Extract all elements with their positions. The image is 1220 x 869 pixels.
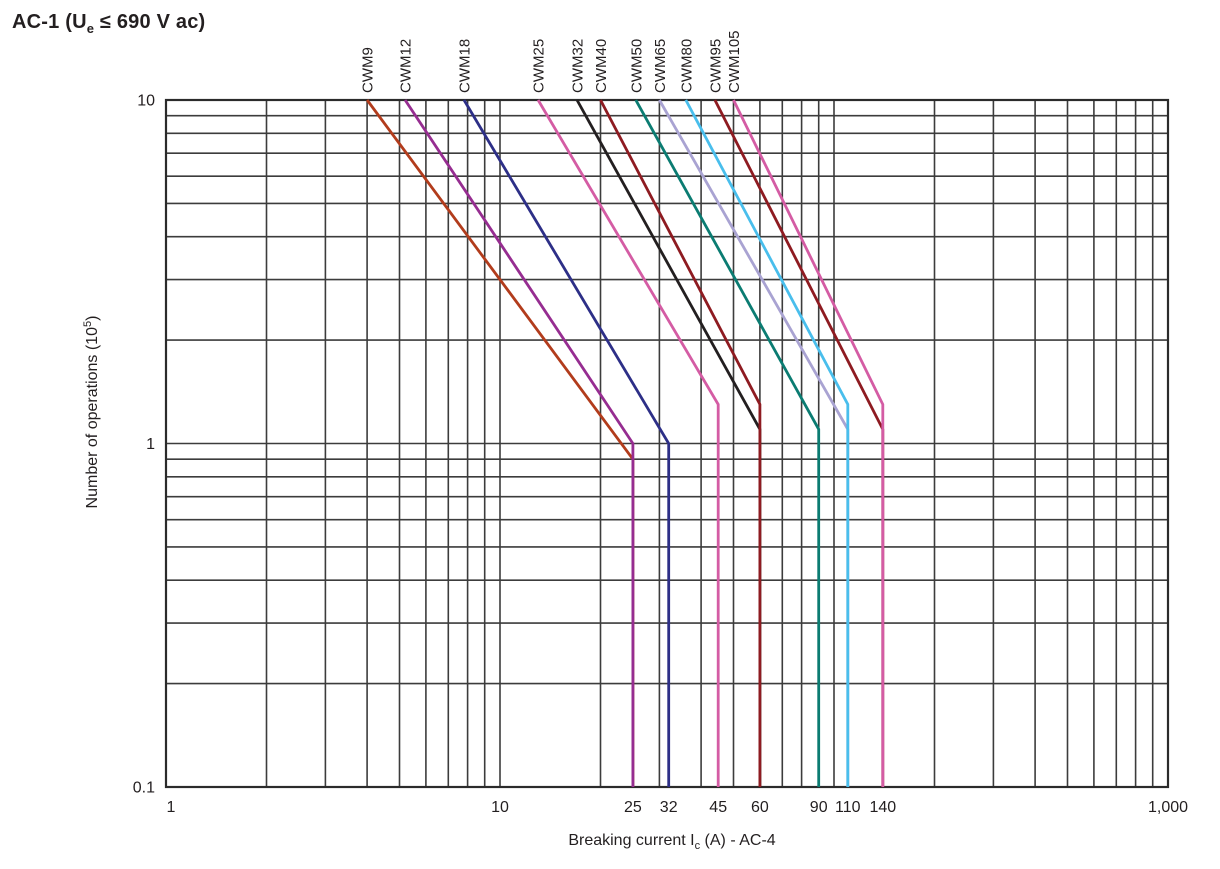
series-label-cwm18: CWM18 <box>457 39 474 93</box>
x-tick-label-25: 25 <box>624 799 642 816</box>
title-subscript: e <box>86 21 95 36</box>
x-tick-label-140: 140 <box>869 799 896 816</box>
x-tick-label-90: 90 <box>810 799 828 816</box>
series-line-cwm105 <box>732 99 885 787</box>
page-title: AC-1 (Ue ≤ 690 V ac) <box>12 11 205 36</box>
series-label-cwm80: CWM80 <box>678 39 695 93</box>
plot-border <box>164 98 1170 789</box>
x-axis-title-text: Breaking current I <box>568 832 695 849</box>
y-tick-label-10: 10 <box>137 93 155 110</box>
y-axis-title-suffix: ) <box>84 315 102 321</box>
series-label-cwm40: CWM40 <box>593 39 610 93</box>
title-suffix: ≤ 690 V ac) <box>94 11 206 33</box>
series-label-cwm25: CWM25 <box>531 39 548 93</box>
x-axis-title-subscript: c <box>694 840 701 853</box>
x-tick-label-60: 60 <box>751 799 769 816</box>
y-axis-title-superscript: 5 <box>81 320 94 328</box>
series-label-cwm105: CWM105 <box>726 30 743 93</box>
series-line-cwm18 <box>462 99 671 787</box>
x-axis-title: Breaking current Ic (A) - AC-4 <box>568 832 775 852</box>
x-axis-title-suffix: (A) - AC-4 <box>700 832 776 849</box>
y-axis-title-text: Number of operations (10 <box>84 327 102 509</box>
series-line-cwm50 <box>634 99 821 787</box>
series-label-cwm12: CWM12 <box>398 39 415 93</box>
x-tick-label-1: 1 <box>167 799 176 816</box>
series-label-cwm50: CWM50 <box>628 39 645 93</box>
x-tick-label-10: 10 <box>491 799 509 816</box>
x-tick-label-1000: 1,000 <box>1148 799 1188 816</box>
x-tick-label-110: 110 <box>835 799 861 816</box>
series-line-cwm80 <box>684 99 850 787</box>
x-tick-label-45: 45 <box>709 799 727 816</box>
series-label-cwm9: CWM9 <box>360 47 377 93</box>
series-line-cwm40 <box>599 99 762 787</box>
y-axis-title: Number of operations (105) <box>82 316 102 509</box>
title-prefix: AC-1 (U <box>12 11 87 33</box>
series-label-cwm95: CWM95 <box>707 39 724 93</box>
x-tick-label-32: 32 <box>660 799 678 816</box>
series-line-cwm12 <box>403 99 635 787</box>
series-line-cwm25 <box>536 99 720 787</box>
y-tick-label-0.1: 0.1 <box>133 780 155 797</box>
y-tick-label-1: 1 <box>146 436 155 453</box>
series-label-cwm32: CWM32 <box>570 39 587 93</box>
series-label-cwm65: CWM65 <box>652 39 669 93</box>
